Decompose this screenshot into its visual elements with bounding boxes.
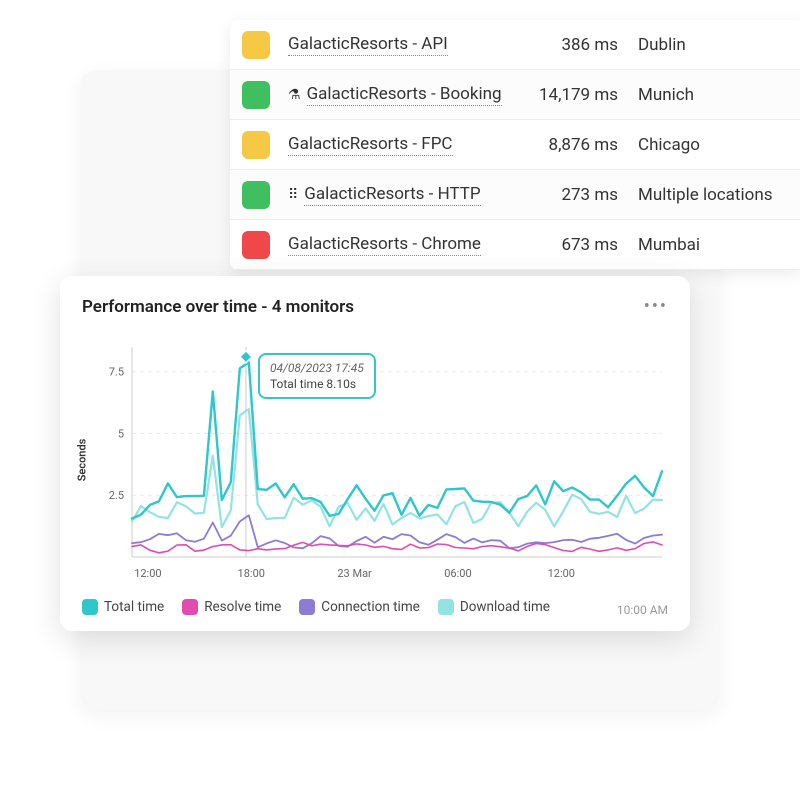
monitor-name[interactable]: GalacticResorts - Chrome	[288, 234, 481, 256]
performance-chart[interactable]: 2.5 5 7.5 12:00 18:00 23 Mar 06:00 12:00	[100, 335, 668, 585]
monitor-time: 8,876 ms	[538, 135, 638, 155]
status-swatch	[242, 231, 270, 259]
card-timestamp: 10:00 AM	[617, 603, 668, 617]
y-axis-label: Seconds	[76, 439, 89, 482]
status-swatch	[242, 81, 270, 109]
svg-text:5: 5	[118, 427, 124, 440]
monitor-time: 273 ms	[538, 185, 638, 205]
monitor-time: 673 ms	[538, 235, 638, 255]
grid-icon: ⠿	[288, 187, 298, 203]
svg-text:06:00: 06:00	[444, 567, 471, 580]
legend-label: Download time	[460, 599, 550, 615]
performance-card: Performance over time - 4 monitors ••• S…	[60, 276, 690, 631]
table-row[interactable]: ⠿ GalacticResorts - HTTP 273 msMultiple lo…	[230, 170, 800, 220]
monitor-table: GalacticResorts - API 386 msDublin ⚗ Galact…	[230, 20, 800, 270]
flask-icon: ⚗	[288, 87, 301, 103]
table-row[interactable]: GalacticResorts - Chrome 673 msMumbai	[230, 220, 800, 270]
status-swatch	[242, 31, 270, 59]
table-row[interactable]: ⚗ GalacticResorts - Booking 14,179 msMunic…	[230, 70, 800, 120]
legend-label: Connection time	[321, 599, 420, 615]
more-icon[interactable]: •••	[644, 296, 668, 317]
svg-text:23 Mar: 23 Mar	[337, 567, 372, 580]
monitor-location: Munich	[638, 85, 694, 105]
chart-area: Seconds 2.557.512:0018:0023 Mar06:0012:0…	[100, 335, 668, 585]
legend-swatch	[182, 599, 198, 615]
svg-text:7.5: 7.5	[109, 366, 124, 379]
chart-legend: Total time Resolve time Connection time Dow…	[82, 599, 668, 615]
legend-item-total[interactable]: Total time	[82, 599, 164, 615]
legend-label: Total time	[104, 599, 164, 615]
legend-item-download[interactable]: Download time	[438, 599, 550, 615]
svg-text:12:00: 12:00	[134, 567, 161, 580]
svg-text:12:00: 12:00	[548, 567, 575, 580]
legend-swatch	[82, 599, 98, 615]
monitor-location: Multiple locations	[638, 185, 772, 205]
table-row[interactable]: GalacticResorts - API 386 msDublin	[230, 20, 800, 70]
legend-item-resolve[interactable]: Resolve time	[182, 599, 281, 615]
chart-title: Performance over time - 4 monitors	[82, 297, 354, 317]
monitor-location: Dublin	[638, 35, 686, 55]
monitor-name[interactable]: GalacticResorts - HTTP	[304, 184, 480, 206]
legend-label: Resolve time	[204, 599, 281, 615]
monitor-name[interactable]: GalacticResorts - FPC	[288, 134, 453, 156]
table-row[interactable]: GalacticResorts - FPC 8,876 msChicago	[230, 120, 800, 170]
monitor-location: Chicago	[638, 135, 700, 155]
monitor-time: 14,179 ms	[538, 85, 638, 105]
legend-swatch	[438, 599, 454, 615]
status-swatch	[242, 181, 270, 209]
legend-item-connection[interactable]: Connection time	[299, 599, 420, 615]
svg-text:18:00: 18:00	[238, 567, 265, 580]
status-swatch	[242, 131, 270, 159]
svg-text:2.5: 2.5	[109, 489, 124, 502]
monitor-name[interactable]: GalacticResorts - API	[288, 34, 448, 56]
monitor-location: Mumbai	[638, 235, 700, 255]
legend-swatch	[299, 599, 315, 615]
monitor-name[interactable]: GalacticResorts - Booking	[307, 84, 502, 106]
monitor-time: 386 ms	[538, 35, 638, 55]
